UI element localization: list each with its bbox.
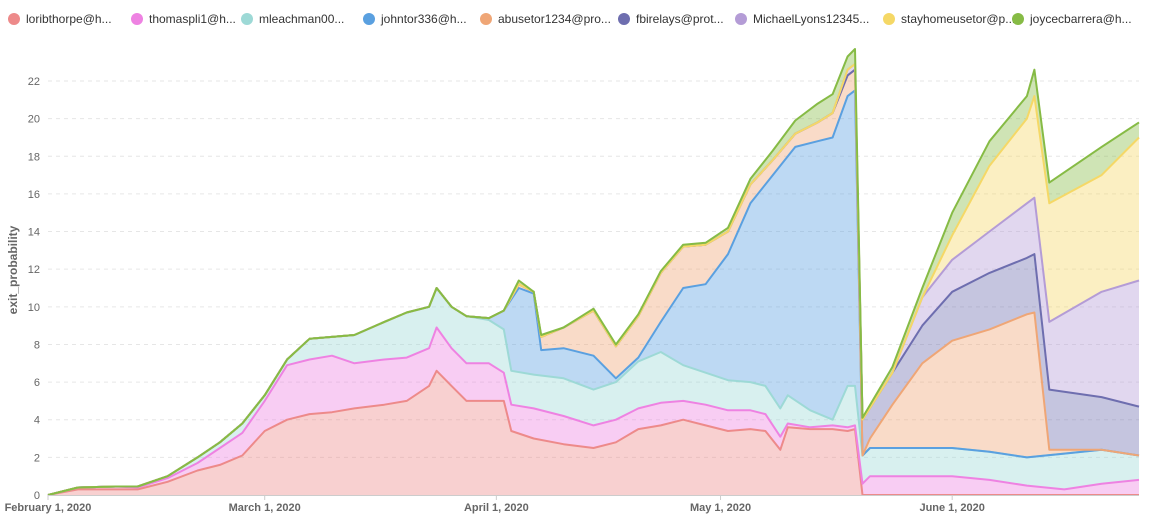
series-area xyxy=(48,288,1139,495)
x-tick-label: May 1, 2020 xyxy=(690,502,751,514)
legend-label: MichaelLyons12345... xyxy=(753,12,870,26)
y-axis: 0 2 4 6 8 10 12 14 16 18 20 22 xyxy=(28,76,40,502)
series-area xyxy=(48,69,1139,495)
y-tick-label: 12 xyxy=(28,264,40,276)
y-tick-label: 8 xyxy=(34,339,40,351)
legend-item[interactable]: joycecbarrera@h... xyxy=(1012,10,1132,28)
y-axis-title: exit_probability xyxy=(6,225,20,314)
legend-item[interactable]: thomaspli1@h... xyxy=(131,10,236,28)
y-tick-label: 2 xyxy=(34,452,40,464)
legend-swatch xyxy=(735,13,747,25)
legend-swatch xyxy=(241,13,253,25)
y-tick-label: 6 xyxy=(34,377,40,389)
y-tick-label: 4 xyxy=(34,415,40,427)
x-tick-label: February 1, 2020 xyxy=(5,502,92,514)
y-tick-label: 18 xyxy=(28,151,40,163)
legend-item[interactable]: abusetor1234@pro... xyxy=(480,10,611,28)
y-tick-label: 20 xyxy=(28,114,40,126)
chart-legend: loribthorpe@h... thomaspli1@h... mleachman… xyxy=(0,0,1150,36)
legend-label: thomaspli1@h... xyxy=(149,12,236,26)
y-tick-label: 14 xyxy=(28,227,40,239)
legend-label: joycecbarrera@h... xyxy=(1030,12,1132,26)
legend-swatch xyxy=(480,13,492,25)
legend-label: mleachman00... xyxy=(259,12,345,26)
y-tick-label: 16 xyxy=(28,189,40,201)
legend-item[interactable]: johntor336@h... xyxy=(363,10,467,28)
legend-label: johntor336@h... xyxy=(381,12,467,26)
y-tick-label: 22 xyxy=(28,76,40,88)
legend-item[interactable]: stayhomeusetor@p... xyxy=(883,10,1015,28)
grid xyxy=(48,80,1139,458)
y-tick-label: 0 xyxy=(34,490,40,502)
series-area xyxy=(48,370,1139,495)
series-area xyxy=(48,327,1139,495)
legend-swatch xyxy=(883,13,895,25)
series-line[interactable] xyxy=(47,48,1140,496)
legend-item[interactable]: fbirelays@prot... xyxy=(618,10,724,28)
x-tick-label: June 1, 2020 xyxy=(919,502,984,514)
legend-swatch xyxy=(618,13,630,25)
y-tick-label: 10 xyxy=(28,302,40,314)
legend-swatch xyxy=(131,13,143,25)
line-series xyxy=(47,48,1140,496)
legend-swatch xyxy=(8,13,20,25)
legend-swatch xyxy=(363,13,375,25)
x-tick-label: March 1, 2020 xyxy=(229,502,301,514)
legend-item[interactable]: loribthorpe@h... xyxy=(8,10,112,28)
legend-label: abusetor1234@pro... xyxy=(498,12,611,26)
legend-label: loribthorpe@h... xyxy=(26,12,112,26)
x-axis: February 1, 2020 March 1, 2020 April 1, 20… xyxy=(5,495,985,514)
series-line[interactable] xyxy=(47,369,1139,496)
legend-item[interactable]: MichaelLyons12345... xyxy=(735,10,869,28)
legend-label: fbirelays@prot... xyxy=(636,12,724,26)
area-series xyxy=(48,49,1139,496)
series-line[interactable] xyxy=(47,326,1140,496)
legend-swatch xyxy=(1012,13,1024,25)
x-tick-label: April 1, 2020 xyxy=(464,502,529,514)
legend-item[interactable]: mleachman00... xyxy=(241,10,344,28)
legend-label: stayhomeusetor@p... xyxy=(901,12,1016,26)
series-area xyxy=(48,49,1139,495)
